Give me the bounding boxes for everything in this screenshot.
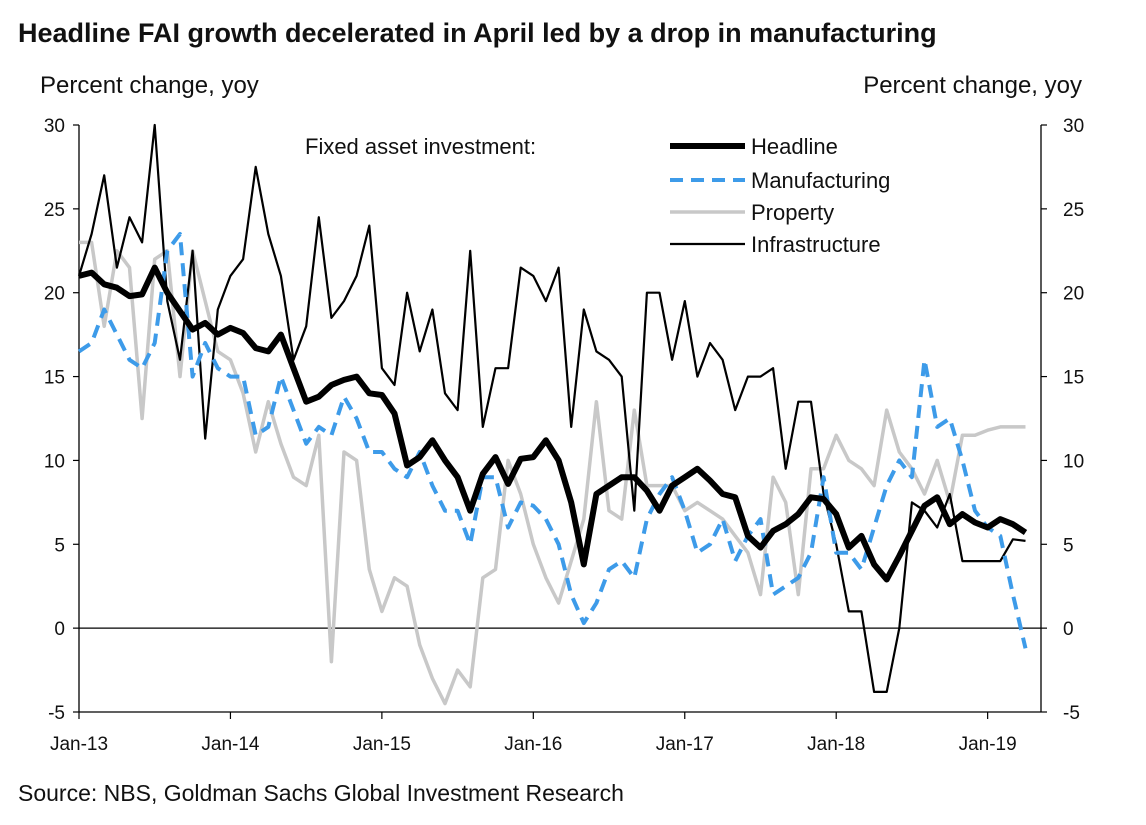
y-tick-label-left: 20	[44, 284, 65, 305]
y-tick-label-left: 15	[44, 368, 65, 389]
legend-label-manufacturing: Manufacturing	[751, 168, 890, 193]
legend-label-headline: Headline	[751, 134, 838, 159]
legend-label-property: Property	[751, 200, 834, 225]
series-line-manufacturing	[77, 232, 1028, 649]
x-tick-label: Jan-19	[959, 734, 1017, 755]
x-tick-label: Jan-18	[807, 734, 865, 755]
y-tick-label-left: -5	[48, 703, 65, 724]
series-line-property	[79, 240, 1026, 706]
y-tick-label-right: 30	[1063, 116, 1084, 137]
chart-title: Headline FAI growth decelerated in April…	[18, 18, 937, 48]
axes: -5 -5 0 0 5 5 10 10 15 15 20 20 25 25 30 30 Jan-13 Jan-14…	[40, 72, 1084, 755]
y-tick-label-left: 5	[54, 535, 65, 556]
y-tick-label-left: 10	[44, 451, 65, 472]
series-line-headline	[78, 264, 1028, 583]
y-tick-label-left: 25	[44, 200, 65, 221]
legend: Fixed asset investment: Headline Manufactu…	[305, 134, 890, 257]
x-tick-label: Jan-13	[50, 734, 108, 755]
x-tick-label: Jan-14	[201, 734, 260, 755]
y-axis-title-left: Percent change, yoy	[40, 72, 259, 99]
y-tick-label-right: 0	[1063, 619, 1074, 640]
source-note: Source: NBS, Goldman Sachs Global Invest…	[18, 780, 624, 806]
legend-header: Fixed asset investment:	[305, 134, 536, 159]
y-axis-title-right: Percent change, yoy	[863, 72, 1082, 99]
y-tick-label-right: -5	[1063, 703, 1080, 724]
y-tick-label-left: 0	[54, 619, 65, 640]
y-tick-label-right: 5	[1063, 535, 1074, 556]
y-tick-label-left: 30	[44, 116, 65, 137]
x-tick-label: Jan-16	[504, 734, 562, 755]
series-line-infrastructure	[77, 123, 1026, 694]
x-tick-label: Jan-17	[656, 734, 714, 755]
series-group	[77, 123, 1028, 706]
y-tick-label-right: 15	[1063, 368, 1084, 389]
y-tick-label-right: 10	[1063, 451, 1084, 472]
y-tick-label-right: 20	[1063, 284, 1084, 305]
x-tick-label: Jan-15	[353, 734, 411, 755]
legend-label-infrastructure: Infrastructure	[751, 232, 881, 257]
y-tick-label-right: 25	[1063, 200, 1084, 221]
